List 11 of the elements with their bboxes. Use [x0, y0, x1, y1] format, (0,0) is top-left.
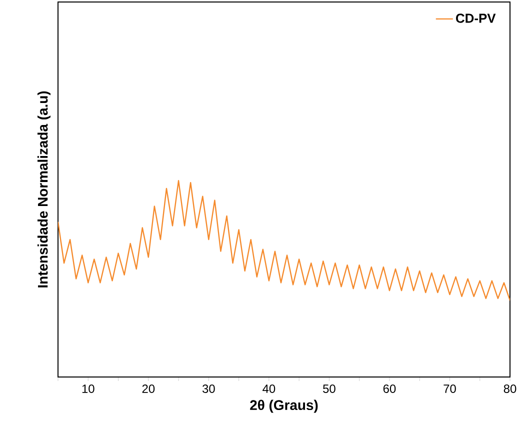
x-axis-title: 2θ (Graus)	[250, 400, 318, 413]
x-tick-label: 40	[262, 384, 276, 393]
x-tick-label: 20	[142, 384, 155, 393]
legend-label: CD-PV	[456, 14, 496, 23]
x-tick-label: 30	[202, 384, 215, 393]
x-tick-label: 80	[504, 384, 516, 393]
y-axis-title: Intensidade Normalizada (a.u)	[37, 91, 50, 288]
x-tick-label: 10	[82, 384, 94, 393]
x-tick-label: 70	[444, 384, 456, 393]
x-tick-label: 60	[383, 384, 396, 393]
x-tick-label: 50	[323, 384, 336, 393]
